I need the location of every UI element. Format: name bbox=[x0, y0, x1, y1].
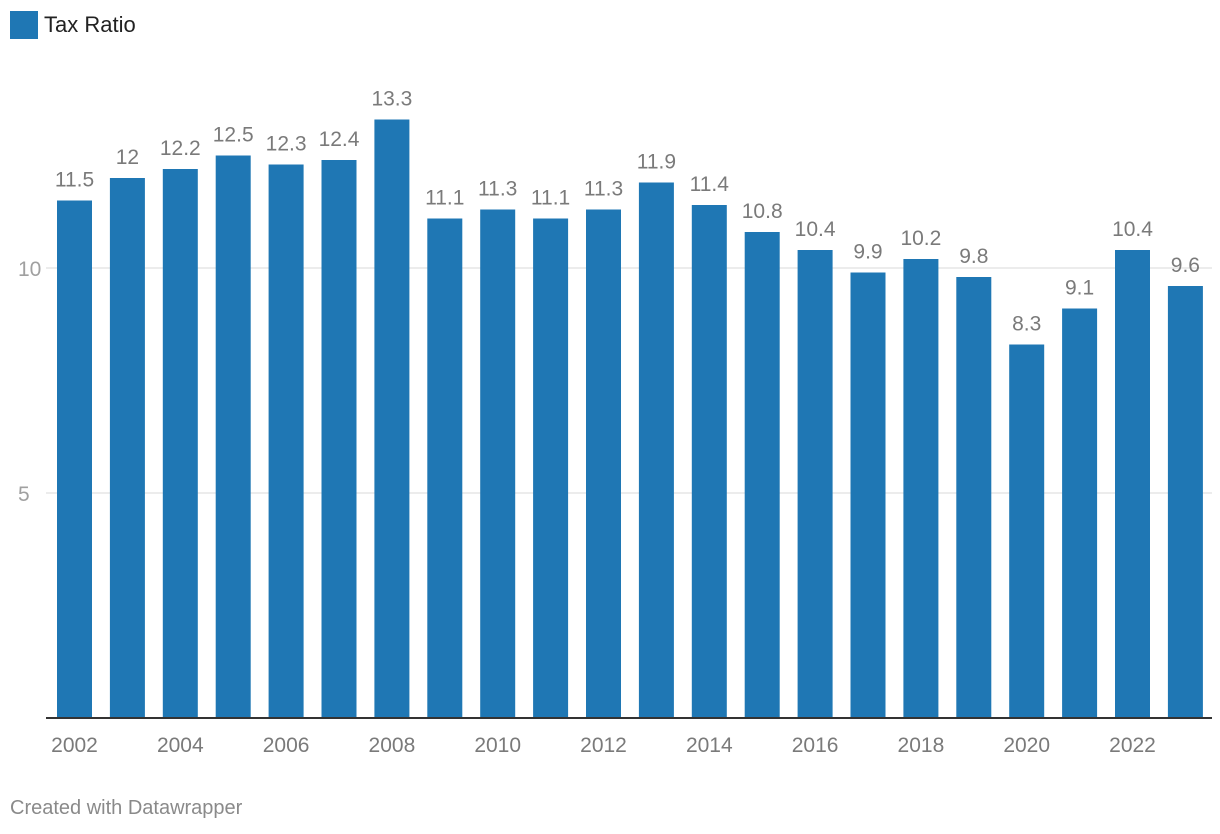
bar-2015 bbox=[744, 232, 780, 718]
bar-value-label: 12.4 bbox=[319, 128, 360, 151]
bar-value-label: 11.9 bbox=[637, 151, 676, 174]
bar-2004 bbox=[162, 169, 198, 718]
bar-value-label: 10.8 bbox=[742, 200, 783, 223]
bar-value-label: 11.3 bbox=[478, 178, 517, 201]
bar-2019 bbox=[956, 277, 992, 718]
bar-2022 bbox=[1115, 250, 1150, 718]
legend-swatch bbox=[10, 11, 38, 39]
x-tick-label: 2020 bbox=[1003, 734, 1050, 757]
bar-2023 bbox=[1167, 286, 1203, 718]
bar-value-label: 11.1 bbox=[531, 187, 570, 210]
bar-2009 bbox=[427, 218, 463, 718]
bar-2003 bbox=[109, 178, 145, 718]
x-tick-label: 2022 bbox=[1109, 734, 1156, 757]
bar-2018 bbox=[903, 259, 939, 718]
bar-2016 bbox=[797, 250, 833, 718]
bar-value-label: 11.3 bbox=[584, 178, 623, 201]
bar-2014 bbox=[691, 205, 727, 718]
bar-2002 bbox=[57, 200, 92, 718]
chart-legend: Tax Ratio bbox=[10, 10, 136, 40]
bar-2011 bbox=[533, 218, 569, 718]
bar-2012 bbox=[586, 209, 621, 718]
footer-credit: Created with Datawrapper bbox=[10, 797, 243, 819]
bar-value-label: 12.5 bbox=[213, 124, 254, 147]
bar-value-label: 13.3 bbox=[371, 88, 412, 111]
bar-value-label: 12.2 bbox=[160, 137, 201, 160]
x-tick-label: 2008 bbox=[369, 734, 416, 757]
bar-value-label: 11.1 bbox=[425, 187, 464, 210]
bar-2020 bbox=[1009, 344, 1045, 718]
x-tick-label: 2010 bbox=[474, 734, 521, 757]
bar-2017 bbox=[850, 272, 886, 718]
bar-2021 bbox=[1062, 308, 1098, 718]
x-tick-label: 2016 bbox=[792, 734, 839, 757]
bar-value-label: 11.4 bbox=[690, 173, 730, 196]
x-tick-label: 2006 bbox=[263, 734, 310, 757]
bar-2005 bbox=[215, 155, 251, 718]
bar-value-label: 9.6 bbox=[1171, 254, 1200, 277]
bar-value-label: 12.3 bbox=[266, 133, 307, 156]
x-tick-label: 2018 bbox=[898, 734, 945, 757]
bar-value-label: 10.4 bbox=[795, 218, 836, 241]
bar-value-label: 12 bbox=[116, 146, 139, 169]
bar-2010 bbox=[480, 209, 516, 718]
bar-value-label: 11.5 bbox=[55, 169, 94, 192]
bar-2008 bbox=[374, 119, 410, 718]
bar-value-label: 9.8 bbox=[959, 245, 988, 268]
x-tick-label: 2014 bbox=[686, 734, 733, 757]
x-tick-label: 2002 bbox=[51, 734, 98, 757]
bar-value-label: 10.4 bbox=[1112, 218, 1153, 241]
bar-value-label: 10.2 bbox=[900, 227, 941, 250]
bar-2013 bbox=[638, 182, 674, 718]
x-tick-label: 2004 bbox=[157, 734, 204, 757]
bar-2007 bbox=[321, 160, 357, 718]
bar-value-label: 9.1 bbox=[1065, 277, 1094, 300]
y-tick-label: 10 bbox=[18, 258, 41, 281]
legend-label: Tax Ratio bbox=[44, 12, 136, 37]
bar-chart: 5 10 11.5 12 12.2 12.5 12.3 12.4 13.3 11.1 11.3 11.… bbox=[18, 88, 1212, 757]
x-tick-label: 2012 bbox=[580, 734, 627, 757]
bar-value-label: 8.3 bbox=[1012, 313, 1041, 336]
bar-2006 bbox=[268, 164, 304, 718]
bar-value-label: 9.9 bbox=[853, 241, 882, 264]
y-tick-label: 5 bbox=[18, 483, 30, 506]
